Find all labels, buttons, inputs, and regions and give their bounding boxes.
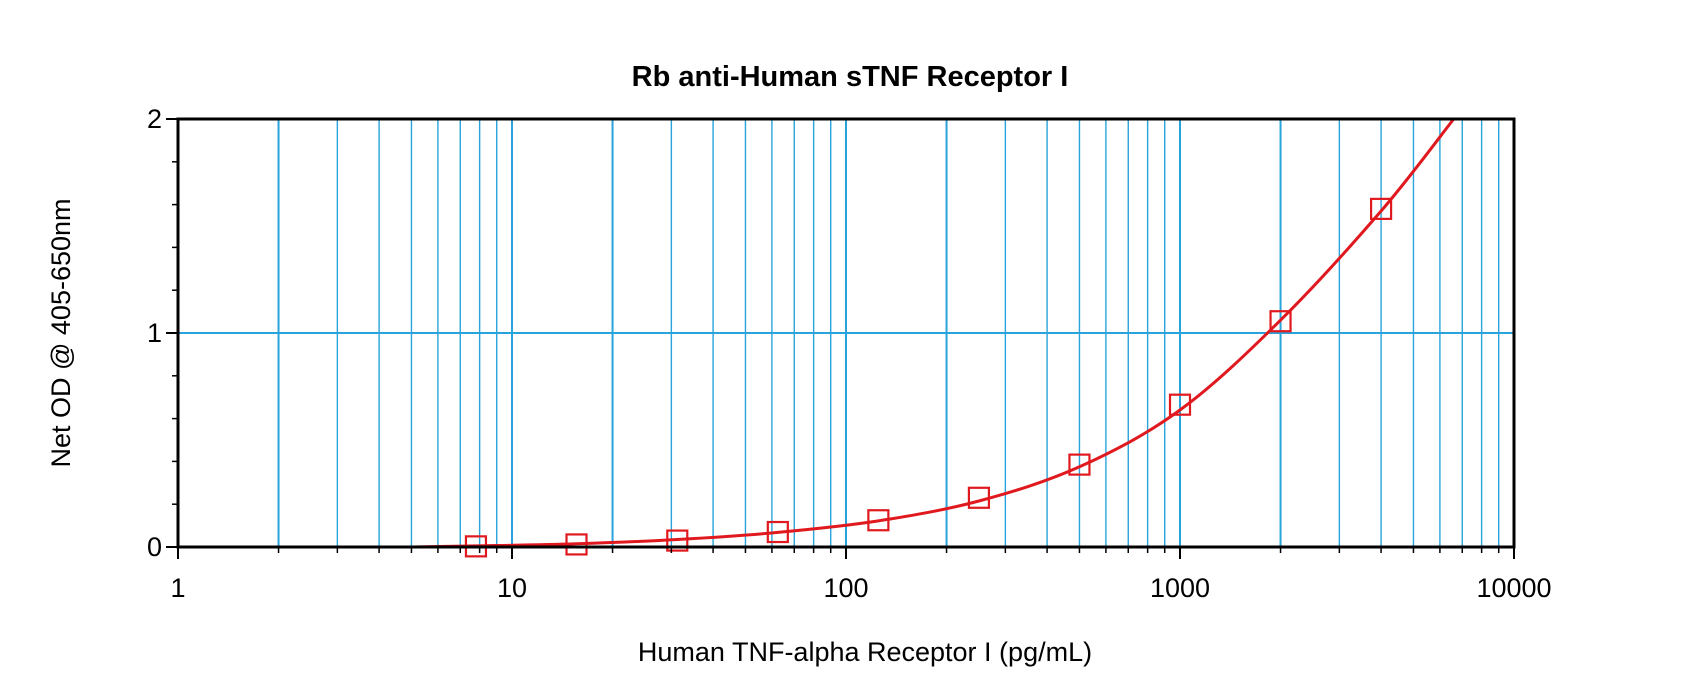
y-tick-label: 1 [147, 318, 162, 348]
data-point-marker [867, 509, 890, 532]
x-tick-label: 100 [823, 573, 868, 603]
fit-curve-layer [411, 118, 1455, 549]
x-tick-label: 1000 [1150, 573, 1210, 603]
x-tick-label: 10 [497, 573, 527, 603]
x-tick-label: 10000 [1476, 573, 1551, 603]
data-point-marker [1369, 197, 1393, 220]
data-point-marker [1168, 393, 1192, 416]
x-tick-label: 1 [170, 573, 185, 603]
data-markers [464, 197, 1393, 558]
y-axis-label: Net OD @ 405-650nm [46, 198, 76, 467]
y-tick-label: 2 [147, 104, 162, 134]
data-point-marker [1068, 453, 1091, 476]
y-tick-label: 0 [147, 532, 162, 562]
grid-layer [178, 119, 1514, 547]
data-point-marker [766, 520, 789, 544]
data-point-marker [565, 533, 588, 556]
x-axis-label: Human TNF-alpha Receptor I (pg/mL) [638, 637, 1092, 667]
chart-title: Rb anti-Human sTNF Receptor I [632, 61, 1069, 93]
data-point-marker [967, 486, 991, 509]
fit-curve-line [411, 118, 1455, 549]
data-point-marker [1269, 310, 1292, 333]
data-point-marker [666, 529, 689, 552]
